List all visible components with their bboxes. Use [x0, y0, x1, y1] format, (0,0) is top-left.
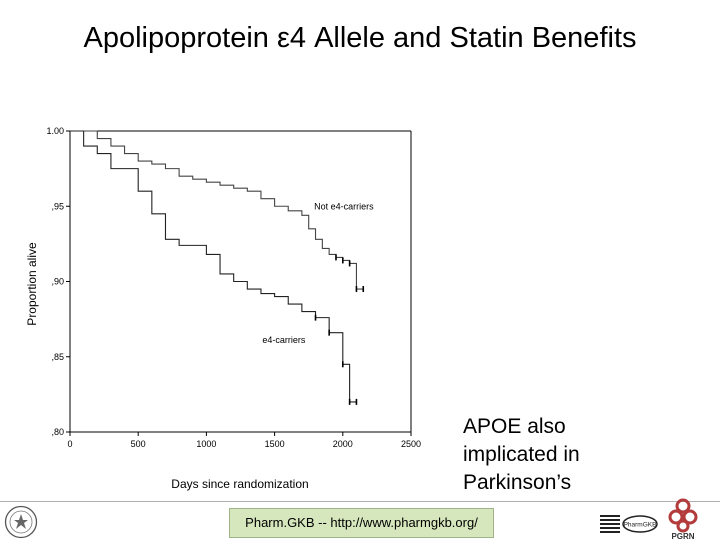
- x-tick-label: 2000: [333, 439, 353, 449]
- y-tick-label: ,85: [51, 352, 64, 362]
- x-tick-label: 0: [67, 439, 72, 449]
- side-note: APOE also implicated in Parkinson’s: [463, 413, 663, 497]
- y-axis-label: Proportion alive: [25, 242, 39, 326]
- series-line-e4-carriers: [70, 130, 357, 403]
- pgrn-logo-text: PGRN: [671, 532, 694, 540]
- x-axis-label: Days since randomization: [171, 477, 308, 491]
- note-line: Parkinson’s: [463, 471, 572, 494]
- note-line: implicated in: [463, 443, 580, 466]
- footer-link[interactable]: Pharm.GKB -- http://www.pharmgkb.org/: [229, 508, 494, 538]
- x-tick-label: 2500: [401, 439, 421, 449]
- annotations: Not e4-carriers e4-carriers: [262, 201, 374, 345]
- footer-divider: [0, 501, 720, 502]
- x-tick-label: 500: [131, 439, 146, 449]
- series-annotation: e4-carriers: [262, 335, 306, 345]
- y-tick-label: ,95: [51, 201, 64, 211]
- pharmgkb-logo: PharmGKB: [600, 515, 658, 533]
- series-line-not-e4-carriers: [70, 130, 364, 290]
- y-tick-label: ,90: [51, 277, 64, 287]
- y-ticks: 1.00 ,95 ,90 ,85 ,80: [46, 126, 70, 437]
- x-tick-label: 1000: [196, 439, 216, 449]
- y-tick-label: ,80: [51, 427, 64, 437]
- pgrn-logo: PGRN: [668, 498, 698, 540]
- chart-axes: [69, 130, 412, 433]
- x-ticks: 0 500 1000 1500 2000 2500: [67, 432, 421, 449]
- x-tick-label: 1500: [265, 439, 285, 449]
- series-annotation: Not e4-carriers: [314, 201, 374, 211]
- y-tick-label: 1.00: [46, 126, 64, 136]
- censor-marks: [314, 254, 365, 405]
- survival-chart: 0 500 1000 1500 2000 2500 1.00 ,95 ,90 ,85 ,80 No…: [25, 126, 421, 491]
- pharmgkb-logo-text: PharmGKB: [624, 522, 657, 529]
- series-layer: [70, 130, 364, 403]
- university-seal-logo: [4, 505, 38, 539]
- slide-title: Apolipoprotein ε4 Allele and Statin Bene…: [83, 22, 637, 54]
- note-line: APOE also: [463, 415, 566, 438]
